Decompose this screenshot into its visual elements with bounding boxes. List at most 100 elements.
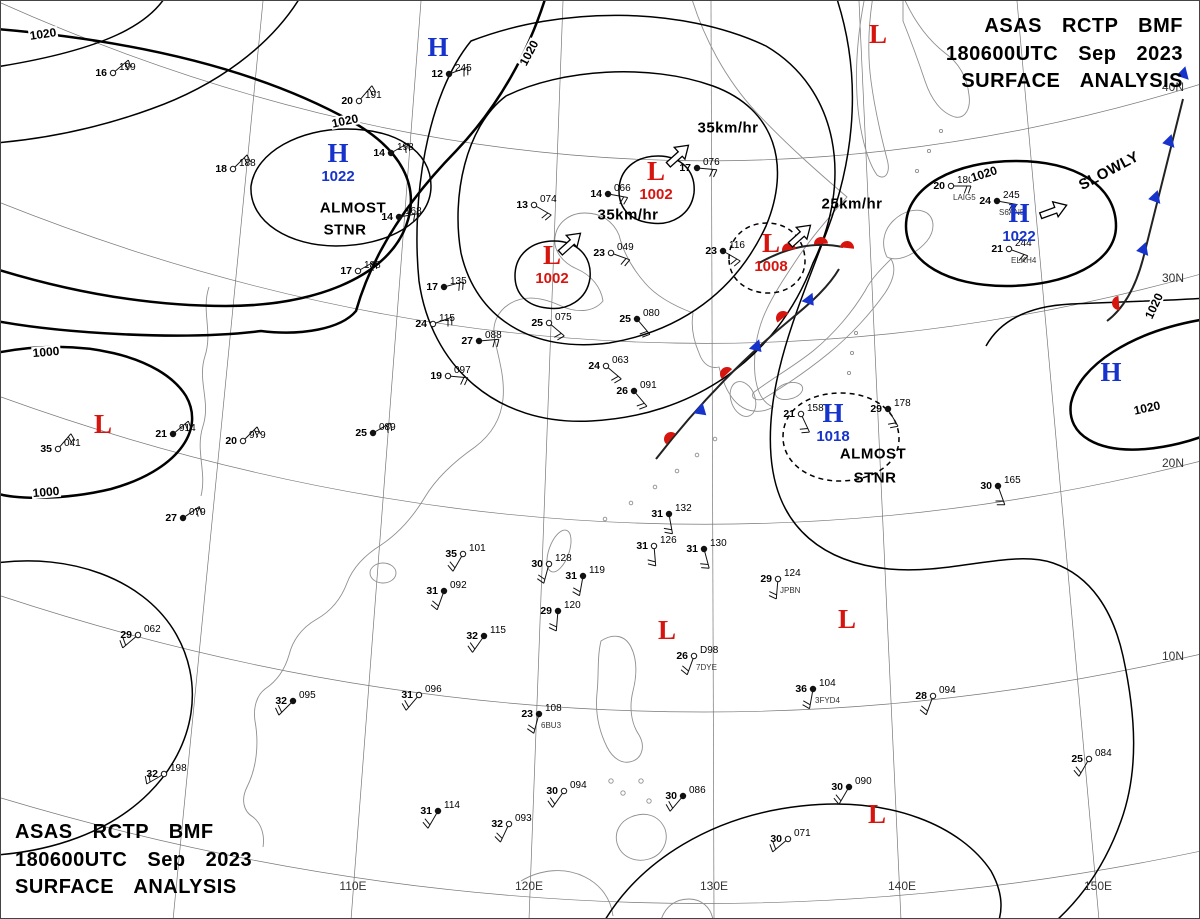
station-circle: [884, 405, 892, 413]
station-circle: [994, 482, 1002, 490]
station-circle: [993, 197, 1001, 205]
wind-barb: [999, 201, 1018, 212]
station-plot: 35 041: [40, 433, 81, 455]
movement-arrow: [1038, 200, 1068, 220]
station-temperature: 16: [95, 67, 107, 79]
station-circle: [387, 149, 395, 157]
cold-front-symbol: [1148, 190, 1161, 204]
meridian: [858, 1, 902, 918]
station-plot: 17 076: [679, 157, 720, 178]
station-circle: [459, 550, 467, 558]
wind-barb: [119, 636, 137, 649]
station-plot: 31 126: [636, 535, 677, 567]
wind-barb: [607, 367, 622, 384]
station-temperature: 17: [340, 265, 352, 277]
station-circle: [355, 97, 363, 105]
station-plot: 16 199: [95, 59, 136, 79]
station-temperature: 12: [431, 68, 443, 80]
station-plot: 30 165: [980, 475, 1021, 506]
station-plot: 19 097: [430, 365, 471, 386]
station-circle: [445, 70, 453, 78]
station-plot: 12 245: [431, 63, 472, 80]
wind-barb: [954, 185, 972, 194]
product-id: ASAS RCTP BMF: [984, 15, 1183, 37]
station-plot: 30 128: [531, 553, 572, 584]
station-temperature: 23: [521, 708, 533, 720]
station-plot: 24 245 S6AN5: [979, 190, 1025, 217]
station-plot: 30 090: [831, 776, 872, 805]
station-temperature: 14: [590, 188, 602, 200]
wind-barb: [663, 516, 673, 535]
station-callsign: 7DYE: [696, 663, 717, 672]
station-circle: [169, 430, 177, 438]
station-circle: [415, 691, 423, 699]
meridian: [1016, 1, 1100, 918]
station-pressure: 095: [299, 690, 316, 701]
wind-barb: [537, 566, 549, 584]
station-plot: 21 914: [155, 420, 196, 440]
hainan: [369, 562, 397, 584]
station-pressure: 979: [249, 430, 266, 441]
cold-front-symbol: [1136, 242, 1149, 256]
product-id: ASAS RCTP BMF: [15, 821, 214, 844]
wind-barb: [700, 551, 710, 569]
station-temperature: 30: [546, 785, 558, 797]
station-circle: [1085, 755, 1093, 763]
isobar-trough: [769, 1, 1135, 918]
station-plot: 27 079: [165, 506, 206, 524]
visayas-island: [608, 778, 614, 784]
wind-barb: [548, 613, 559, 632]
wind-barb: [1011, 249, 1029, 263]
honshu: [752, 258, 895, 401]
station-plot: 29 178: [870, 398, 911, 429]
borneo-coast: [520, 870, 614, 917]
cold-front-symbol: [1176, 66, 1189, 80]
station-pressure: 245: [1003, 190, 1020, 201]
cold-front-line: [1106, 98, 1184, 322]
station-plot: 31 092: [426, 580, 467, 611]
station-circle: [690, 652, 698, 660]
sakhalin: [856, 1, 889, 178]
station-temperature: 30: [531, 558, 543, 570]
visayas-island: [646, 798, 652, 804]
station-pressure: 071: [794, 828, 811, 839]
wind-barb: [699, 167, 718, 178]
station-temperature: 31: [636, 540, 648, 552]
station-temperature: 23: [593, 247, 605, 259]
station-plot: 23 049: [593, 242, 634, 267]
wind-barb: [799, 416, 810, 434]
station-temperature: 30: [665, 790, 677, 802]
station-temperature: 29: [760, 573, 772, 585]
station-pressure: 178: [894, 398, 911, 409]
wind-barb: [393, 142, 411, 153]
station-pressure: 135: [450, 276, 467, 287]
station-temperature: 14: [373, 147, 385, 159]
station-pressure: 080: [643, 308, 660, 319]
isobar: [985, 297, 1199, 347]
station-pressure: 199: [119, 62, 136, 73]
cold-front-symbol: [748, 339, 762, 353]
ryukyu-island: [694, 452, 700, 458]
izu-island: [846, 370, 852, 376]
station-plot: 14 198: [373, 142, 414, 159]
meridian: [528, 1, 564, 918]
station-plot: 27 088: [461, 330, 502, 348]
station-circle: [239, 437, 247, 445]
meridian: [172, 1, 264, 918]
station-callsign: 3FYD4: [815, 696, 840, 705]
station-plot: 14 066: [590, 183, 631, 205]
stationary-front-line: [655, 268, 840, 460]
station-pressure: 126: [660, 535, 677, 546]
visayas-island: [620, 790, 626, 796]
wind-barb: [547, 793, 563, 808]
station-pressure: 093: [515, 813, 532, 824]
station-pressure: 158: [807, 403, 824, 414]
ryukyu-island: [652, 484, 658, 490]
wind-barb: [375, 422, 393, 433]
station-plot: 24 115: [415, 313, 455, 330]
station-temperature: 24: [588, 360, 600, 372]
station-circle: [369, 429, 377, 437]
station-circle: [929, 692, 937, 700]
